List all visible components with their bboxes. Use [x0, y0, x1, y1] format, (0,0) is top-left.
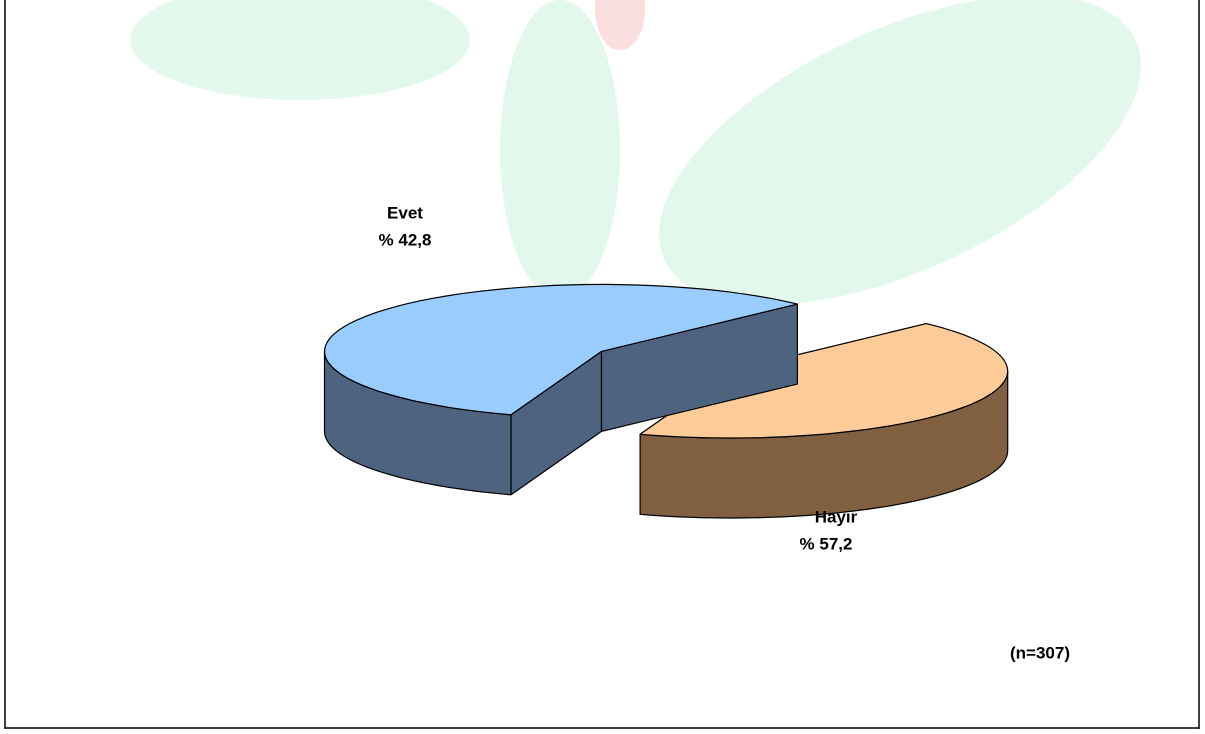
background-watermark: [130, 0, 1142, 305]
watermark-leaf: [500, 0, 620, 300]
slice-value-label: % 42,8: [379, 230, 432, 249]
pie: [323, 283, 1009, 519]
slice-category-label: Evet: [387, 203, 423, 222]
watermark-leaf: [658, 0, 1142, 305]
watermark-flower: [595, 0, 645, 50]
annotation: (n=307): [1010, 643, 1070, 662]
slice-category-label: Hayır: [815, 507, 858, 526]
watermark-leaf: [130, 0, 470, 100]
slice-value-label: % 57,2: [800, 534, 853, 553]
frame: [4, 0, 1200, 729]
pie-slice: [323, 283, 798, 496]
slice-top: [639, 323, 1009, 439]
slice-top: [324, 283, 798, 416]
pie-slice: [639, 323, 1009, 519]
